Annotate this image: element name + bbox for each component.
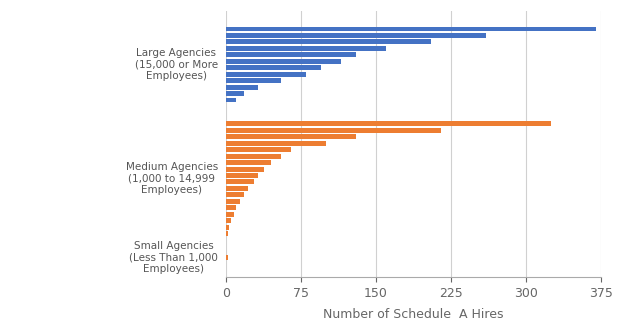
Bar bbox=[226, 52, 356, 57]
Bar bbox=[226, 154, 281, 159]
Bar bbox=[226, 167, 264, 172]
Bar bbox=[226, 46, 386, 51]
Bar bbox=[226, 231, 228, 236]
Bar bbox=[226, 98, 236, 103]
Text: Large Agencies
(15,000 or More
Employees): Large Agencies (15,000 or More Employees… bbox=[135, 48, 218, 81]
Bar bbox=[226, 72, 306, 77]
Bar bbox=[226, 160, 271, 165]
Bar bbox=[226, 134, 356, 139]
Bar bbox=[226, 199, 240, 204]
Bar bbox=[226, 91, 244, 96]
Bar bbox=[226, 218, 231, 223]
Bar bbox=[226, 205, 236, 210]
Bar bbox=[226, 147, 291, 152]
Bar bbox=[226, 33, 486, 38]
Bar bbox=[226, 78, 281, 83]
X-axis label: Number of Schedule  A Hires: Number of Schedule A Hires bbox=[323, 308, 504, 321]
Bar bbox=[226, 212, 234, 217]
Bar bbox=[226, 59, 341, 64]
Bar bbox=[226, 255, 228, 260]
Text: Medium Agencies
(1,000 to 14,999
Employees): Medium Agencies (1,000 to 14,999 Employe… bbox=[126, 162, 218, 195]
Bar bbox=[226, 128, 441, 133]
Bar bbox=[226, 173, 258, 178]
Bar bbox=[226, 122, 551, 126]
Bar bbox=[226, 141, 326, 146]
Bar bbox=[226, 180, 254, 185]
Bar bbox=[226, 85, 258, 90]
Bar bbox=[226, 193, 244, 197]
Bar bbox=[226, 27, 596, 32]
Bar bbox=[226, 225, 229, 230]
Bar bbox=[226, 65, 321, 70]
Bar bbox=[226, 40, 431, 44]
Text: Small Agencies
(Less Than 1,000
Employees): Small Agencies (Less Than 1,000 Employee… bbox=[129, 241, 218, 274]
Bar bbox=[226, 186, 248, 191]
